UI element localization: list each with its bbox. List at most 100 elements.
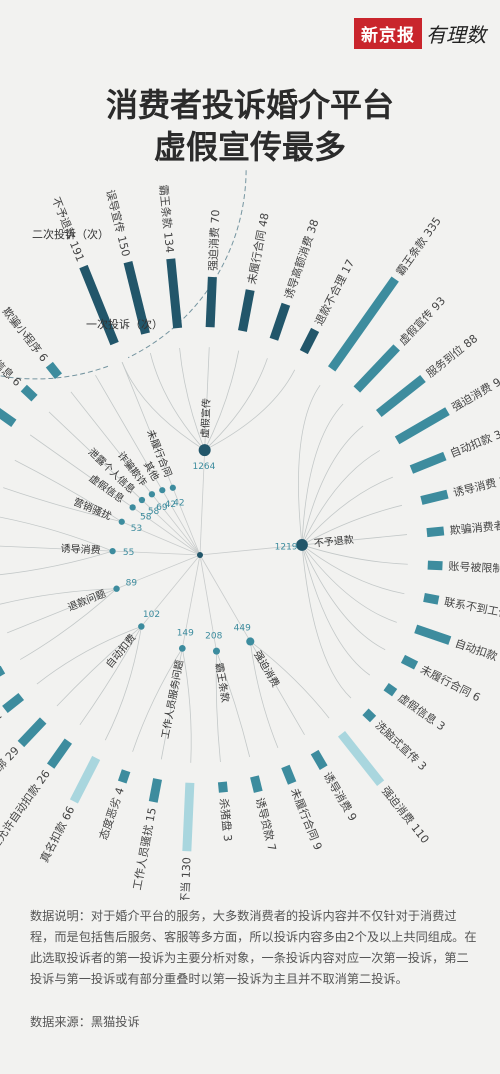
hub-branch: [172, 487, 201, 556]
secondary-bar: [217, 781, 228, 793]
secondary-bar: [269, 302, 291, 341]
hub-branch: [121, 521, 201, 556]
primary-name-label: 工作人员服务问题: [158, 659, 186, 740]
primary-name-label: 霸王条款: [213, 662, 233, 704]
primary-node: [296, 539, 308, 551]
primary-value-label: 58: [140, 513, 152, 523]
secondary-bar: [420, 489, 449, 505]
leaf-branch: [79, 626, 142, 726]
data-note: 数据说明：对于婚介平台的服务，大多数消费者的投诉内容并不仅针对于消费过程，而是包…: [30, 909, 477, 986]
secondary-label: 强迫消费 110: [379, 784, 432, 846]
primary-value-label: 55: [123, 548, 134, 558]
primary-node: [138, 496, 146, 504]
primary-value-label: 53: [131, 524, 142, 534]
secondary-bar: [166, 258, 183, 329]
leaf-branch: [160, 648, 183, 760]
secondary-label: 霸王条款 134: [156, 184, 177, 254]
secondary-label: 态度恶劣 4: [96, 785, 127, 841]
leaf-branch: [19, 588, 117, 660]
secondary-bar: [409, 451, 447, 474]
hub-branch: [161, 489, 201, 556]
leaf-branch: [301, 544, 408, 565]
primary-node: [212, 647, 220, 655]
leaf-branch: [301, 534, 408, 546]
leaf-branch: [181, 648, 192, 763]
secondary-bar: [69, 755, 101, 804]
secondary-bar: [426, 526, 445, 538]
secondary-bar: [427, 560, 443, 571]
primary-node: [138, 623, 145, 630]
secondary-bar: [375, 374, 426, 418]
leaf-branch: [301, 544, 352, 699]
primary-value-label: 102: [143, 610, 160, 620]
leaf-branch: [204, 347, 210, 451]
data-source: 数据来源：黑猫投诉: [30, 1015, 140, 1029]
secondary-label: 诱导消费 9: [321, 769, 361, 823]
secondary-label: 账号被限制 6: [448, 560, 500, 576]
primary-name-label: 诱导消费: [60, 542, 101, 557]
primary-node: [198, 444, 211, 457]
secondary-label: 诱导高额消费 38: [281, 217, 321, 301]
secondary-bar: [45, 361, 63, 380]
secondary-label: 强迫消费 94: [449, 371, 500, 414]
secondary-label: 退款不合理 17: [312, 257, 357, 328]
primary-name-label: 自动扣费: [103, 631, 138, 670]
page-title: 消费者投诉婚介平台 虚假宣传最多: [0, 84, 500, 168]
secondary-bar: [148, 778, 162, 803]
secondary-bar: [281, 764, 297, 785]
secondary-bar: [394, 407, 450, 445]
secondary-bar: [250, 775, 263, 793]
secondary-bar: [423, 593, 440, 605]
hub-branch: [151, 493, 201, 556]
primary-name-label: 营销骚扰: [72, 495, 114, 523]
secondary-label: 工作人员骚扰 15: [130, 806, 159, 891]
primary-name-label: 虚假宣传: [198, 398, 213, 439]
leaf-branch: [298, 384, 321, 545]
title-line-1: 消费者投诉婚介平台: [105, 86, 394, 124]
secondary-label: 诱导贷款 7: [253, 796, 280, 852]
leaf-branch: [121, 361, 205, 451]
secondary-label: 联系不到工作人员 6: [443, 595, 500, 626]
secondary-label: 虚假信息 3: [395, 690, 448, 733]
secondary-label: 杀猪盘 3: [217, 798, 235, 843]
secondary-label: 虚假信息 6: [0, 341, 24, 389]
leaf-branch: [301, 403, 344, 545]
secondary-label: 客服处理不当 130: [176, 857, 194, 900]
secondary-label: 霸王条款 335: [393, 214, 444, 278]
leaf-branch: [132, 648, 183, 752]
leaf-branch: [0, 550, 113, 576]
hub-branch: [199, 554, 217, 652]
hub-branch: [141, 554, 201, 627]
leaf-branch: [204, 350, 240, 451]
leaf-branch: [149, 352, 205, 451]
leaf-branch: [301, 544, 386, 651]
brand-logo: 新京报 有理数: [354, 17, 486, 49]
primary-node: [169, 484, 176, 491]
leaf-branch: [301, 476, 394, 546]
leaf-branch: [301, 544, 371, 676]
leaf-branch: [95, 374, 163, 491]
leaf-branch: [249, 641, 279, 749]
leaf-branch: [70, 391, 153, 495]
leaf-branch: [204, 369, 296, 451]
secondary-label: 自动扣款 36: [453, 636, 500, 669]
secondary-label: 服务到位 88: [423, 331, 480, 380]
secondary-label: 虚假宣传 93: [396, 294, 448, 348]
secondary-legend-label: 二次投诉（次）: [32, 227, 109, 241]
leaf-branch: [36, 626, 142, 685]
hub-node: [197, 552, 203, 558]
leaf-branch: [215, 651, 221, 763]
primary-node: [129, 504, 136, 511]
leaf-branch: [301, 450, 381, 546]
primary-value-label: 42: [165, 500, 176, 510]
hub-branch: [199, 554, 251, 642]
secondary-bar: [0, 408, 17, 428]
secondary-bar: [353, 344, 400, 393]
secondary-label: 强迫消费 70: [206, 209, 223, 271]
primary-value-label: 449: [234, 624, 251, 634]
primary-name-label: 退款问题: [66, 587, 108, 614]
leaf-branch: [121, 361, 174, 488]
secondary-bar: [238, 289, 255, 332]
hub-branch: [141, 499, 201, 556]
secondary-bar: [79, 264, 119, 346]
